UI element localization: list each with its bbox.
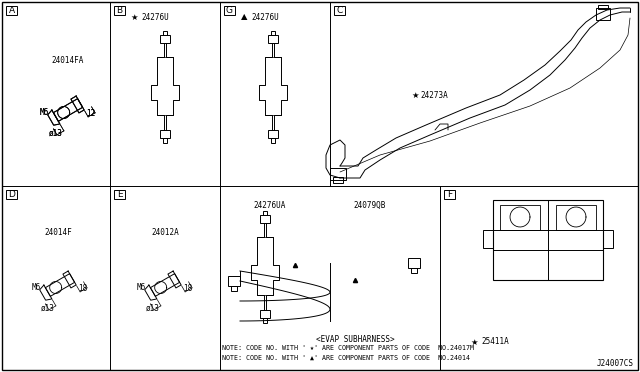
- Bar: [163, 138, 167, 143]
- Bar: [163, 31, 167, 35]
- Text: ø13: ø13: [146, 304, 160, 312]
- Text: ø13: ø13: [49, 129, 63, 138]
- Bar: [483, 230, 493, 248]
- Bar: [500, 205, 540, 230]
- Text: 24014FA: 24014FA: [52, 55, 84, 64]
- Text: 24276U: 24276U: [251, 13, 279, 22]
- Bar: [556, 205, 596, 230]
- Bar: [114, 6, 125, 15]
- Text: NOTE: CODE NO. WITH ' ▲' ARE COMPONENT PARTS OF CODE  NO.24014: NOTE: CODE NO. WITH ' ▲' ARE COMPONENT P…: [222, 355, 470, 361]
- Text: M6: M6: [39, 108, 49, 117]
- Bar: [160, 130, 170, 138]
- Bar: [603, 230, 613, 248]
- Bar: [231, 286, 237, 291]
- Text: 24012A: 24012A: [151, 228, 179, 237]
- Text: ★: ★: [131, 13, 138, 22]
- Bar: [260, 215, 270, 223]
- Text: M6: M6: [31, 283, 40, 292]
- Text: 24276U: 24276U: [141, 13, 169, 22]
- Bar: [271, 138, 275, 143]
- Bar: [263, 211, 267, 215]
- Text: 24079QB: 24079QB: [354, 201, 386, 209]
- Text: F: F: [447, 190, 452, 199]
- Bar: [330, 168, 346, 180]
- Bar: [228, 276, 240, 286]
- Text: M6: M6: [136, 283, 145, 292]
- Bar: [596, 8, 610, 20]
- Text: ø13: ø13: [49, 129, 63, 138]
- Text: 25411A: 25411A: [481, 337, 509, 346]
- Bar: [493, 200, 603, 280]
- Bar: [6, 190, 17, 199]
- Bar: [444, 190, 455, 199]
- Text: B: B: [116, 6, 123, 15]
- Bar: [260, 310, 270, 318]
- Text: ▲: ▲: [241, 13, 247, 22]
- Text: E: E: [116, 190, 122, 199]
- Bar: [268, 35, 278, 43]
- Bar: [598, 5, 608, 9]
- Text: ø13: ø13: [41, 304, 55, 312]
- Text: 24014F: 24014F: [44, 228, 72, 237]
- Text: A: A: [8, 6, 15, 15]
- Bar: [160, 35, 170, 43]
- Text: 18: 18: [78, 283, 87, 293]
- Text: NOTE: CODE NO. WITH ' ★' ARE COMPONENT PARTS OF CODE  NO.24017M: NOTE: CODE NO. WITH ' ★' ARE COMPONENT P…: [222, 345, 474, 351]
- Text: G: G: [226, 6, 233, 15]
- Bar: [224, 6, 235, 15]
- Bar: [263, 318, 267, 323]
- Text: 12: 12: [86, 109, 95, 118]
- Text: J24007CS: J24007CS: [597, 359, 634, 369]
- Bar: [333, 177, 343, 183]
- Text: 12: 12: [86, 109, 95, 118]
- Bar: [411, 268, 417, 273]
- Bar: [271, 31, 275, 35]
- Text: <EVAP SUBHARNESS>: <EVAP SUBHARNESS>: [316, 336, 394, 344]
- Text: ★: ★: [412, 90, 419, 99]
- Text: 24276UA: 24276UA: [254, 201, 286, 209]
- Text: 18: 18: [183, 283, 192, 293]
- Text: C: C: [337, 6, 342, 15]
- Bar: [6, 6, 17, 15]
- Bar: [334, 6, 345, 15]
- Text: D: D: [8, 190, 15, 199]
- Bar: [114, 190, 125, 199]
- Text: ★: ★: [470, 337, 477, 346]
- Bar: [408, 258, 420, 268]
- Text: 24273A: 24273A: [420, 90, 448, 99]
- Bar: [268, 130, 278, 138]
- Text: M6: M6: [39, 108, 49, 117]
